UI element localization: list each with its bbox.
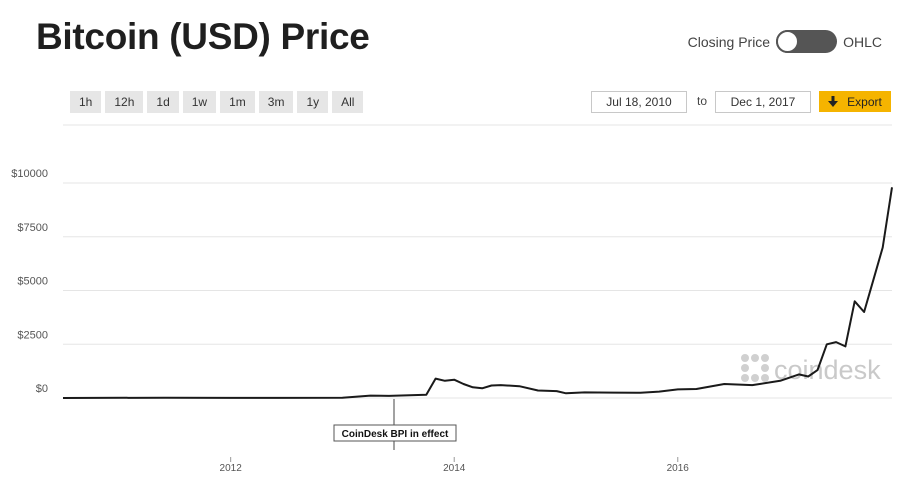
range-button-1y[interactable]: 1y xyxy=(297,91,329,113)
end-date-field[interactable]: Dec 1, 2017 xyxy=(715,91,811,113)
time-range-buttons: 1h 12h 1d 1w 1m 3m 1y All xyxy=(70,91,364,113)
annotation-label: CoinDesk BPI in effect xyxy=(342,429,449,440)
annotation-box xyxy=(333,424,457,442)
range-button-1w[interactable]: 1w xyxy=(182,91,217,113)
range-button-all[interactable]: All xyxy=(332,91,364,113)
range-button-3m[interactable]: 3m xyxy=(258,91,294,113)
range-button-1m[interactable]: 1m xyxy=(220,91,255,113)
ohlc-label: OHLC xyxy=(843,33,882,50)
closing-price-label: Closing Price xyxy=(687,33,771,50)
coindesk-watermark: coindesk xyxy=(741,354,881,385)
export-label: Export xyxy=(847,94,882,109)
download-arrow-icon xyxy=(828,96,839,107)
range-button-1h[interactable]: 1h xyxy=(70,91,102,113)
y-tick-label: $5000 xyxy=(17,276,48,288)
chart-gridlines xyxy=(63,124,892,399)
y-tick-label: $0 xyxy=(36,383,48,395)
range-button-1d[interactable]: 1d xyxy=(147,91,179,113)
page-title: Bitcoin (USD) Price xyxy=(36,16,370,57)
toggle-knob xyxy=(776,30,800,53)
price-mode-toggle[interactable] xyxy=(776,30,838,53)
export-button[interactable]: Export xyxy=(819,91,891,112)
price-mode-toggle-group: Closing Price OHLC xyxy=(688,30,882,53)
x-axis-ticks: 2012 2014 2016 xyxy=(220,457,690,474)
bpi-annotation: CoinDesk BPI in effect xyxy=(333,399,457,450)
to-label: to xyxy=(697,94,708,108)
start-date-field[interactable]: Jul 18, 2010 xyxy=(591,91,687,113)
range-button-12h[interactable]: 12h xyxy=(105,91,144,113)
y-axis-ticks: $0 $2500 $5000 $7500 $10000 xyxy=(11,168,48,395)
y-tick-label: $2500 xyxy=(17,329,48,341)
y-tick-label: $7500 xyxy=(17,222,48,234)
price-series-line xyxy=(62,187,893,399)
y-tick-label: $10000 xyxy=(11,168,48,180)
x-tick-label: 2014 xyxy=(443,463,466,474)
coindesk-logo-icon xyxy=(741,354,769,382)
x-tick-label: 2012 xyxy=(220,463,243,474)
x-tick-label: 2016 xyxy=(667,463,690,474)
coindesk-watermark-text: coindesk xyxy=(774,355,881,385)
